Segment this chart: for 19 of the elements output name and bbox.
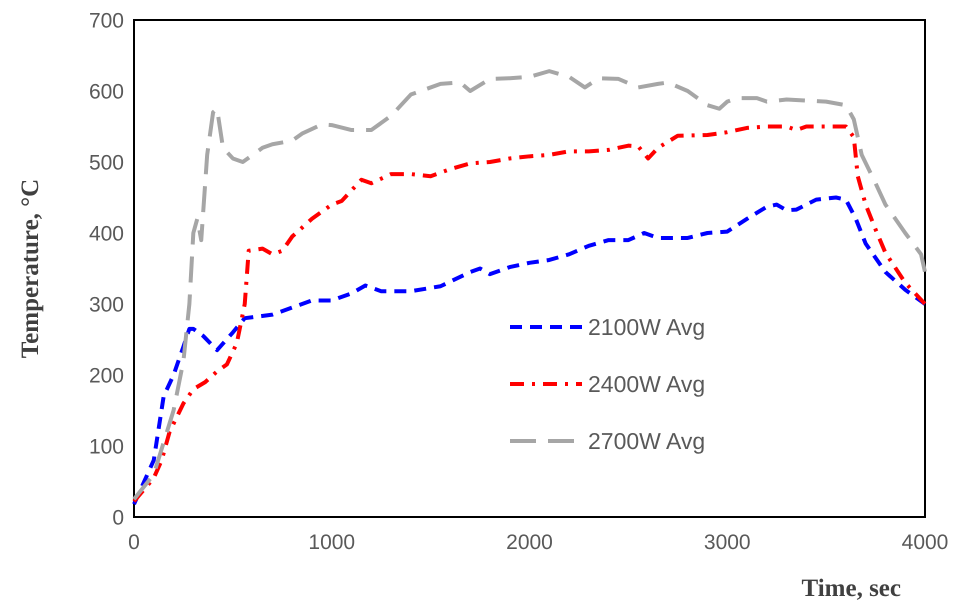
x-tick-label: 4000 [902, 531, 948, 554]
y-tick-label: 200 [88, 364, 124, 388]
x-tick-label: 0 [128, 531, 140, 554]
legend-label: 2100W Avg [588, 314, 706, 340]
y-tick-label: 400 [88, 222, 124, 246]
line-series [132, 196, 927, 506]
y-tick-label: 300 [88, 293, 124, 316]
x-tick-label: 2000 [506, 531, 553, 554]
y-tick-label: 100 [88, 435, 124, 458]
x-tick-label: 1000 [308, 531, 356, 554]
y-tick-label: 0 [112, 506, 124, 530]
y-tick-label: 500 [88, 151, 124, 174]
y-axis-title: Temperature, °C [17, 178, 44, 358]
y-tick-label: 600 [88, 80, 124, 104]
legend-label: 2400W Avg [588, 371, 706, 398]
legend-label: 2700W Avg [588, 428, 706, 454]
y-tick-label: 700 [88, 9, 124, 32]
x-tick-label: 3000 [704, 531, 751, 554]
x-axis-title: Time, sec [801, 575, 901, 602]
